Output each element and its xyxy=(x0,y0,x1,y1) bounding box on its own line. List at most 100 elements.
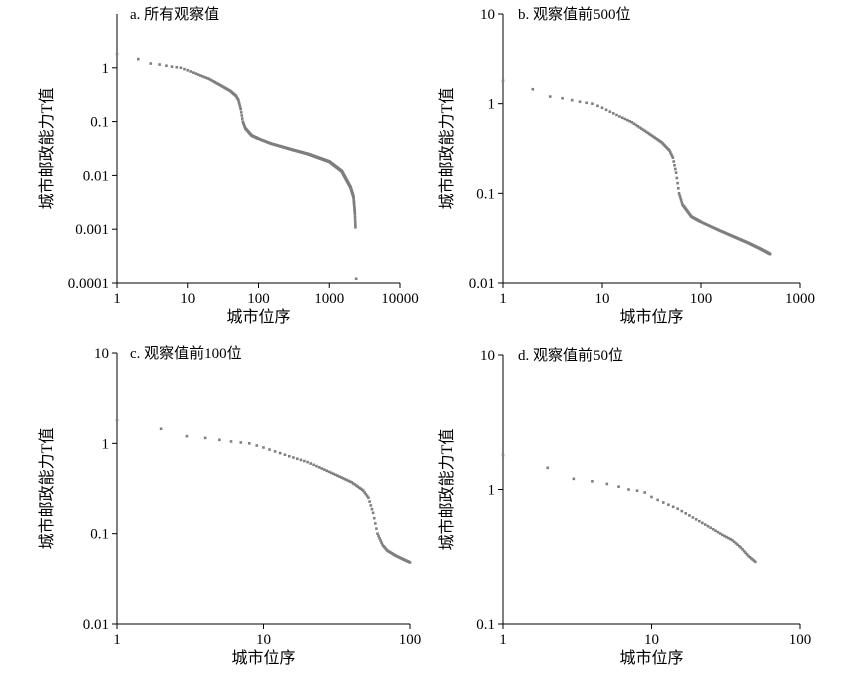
data-point xyxy=(376,532,379,535)
data-point xyxy=(647,132,651,136)
data-point xyxy=(239,111,243,114)
data-point xyxy=(183,67,186,71)
data-point xyxy=(210,79,214,82)
data-point xyxy=(353,218,357,221)
data-point xyxy=(680,509,684,513)
data-point xyxy=(737,544,741,548)
data-point xyxy=(711,527,715,531)
data-point xyxy=(200,74,204,78)
data-point xyxy=(620,116,624,120)
data-point xyxy=(636,124,640,128)
data-point xyxy=(730,538,734,542)
data-point xyxy=(149,62,153,65)
data-point xyxy=(364,492,368,496)
data-point xyxy=(341,477,345,480)
data-point xyxy=(379,539,382,542)
data-point xyxy=(363,491,366,494)
data-point xyxy=(343,477,347,481)
y-tick-label: 0.0001 xyxy=(68,276,109,292)
data-point xyxy=(239,441,243,444)
data-point xyxy=(329,471,333,475)
y-tick-label: 1 xyxy=(488,483,496,499)
x-tick-label: 10 xyxy=(595,291,610,307)
data-point xyxy=(312,463,315,467)
y-axis-label: 城市邮政能力T值 xyxy=(38,88,56,210)
data-point xyxy=(727,536,730,540)
data-point xyxy=(273,450,277,453)
data-point xyxy=(239,107,242,111)
data-point xyxy=(238,105,242,109)
data-point xyxy=(353,211,357,214)
data-point xyxy=(241,120,245,123)
data-point xyxy=(240,114,244,117)
y-tick-label: 0.01 xyxy=(83,168,109,184)
data-point xyxy=(212,80,215,83)
data-point xyxy=(656,498,659,502)
data-point xyxy=(198,74,202,77)
data-point xyxy=(325,469,328,473)
data-point xyxy=(680,201,684,204)
y-tick-label: 0.01 xyxy=(469,276,495,292)
data-point xyxy=(752,559,756,562)
data-point xyxy=(237,101,241,104)
data-point xyxy=(354,277,358,281)
x-tick-label: 1 xyxy=(499,291,507,307)
data-point xyxy=(618,115,621,118)
x-axis-label: 城市位序 xyxy=(231,649,295,667)
data-point xyxy=(668,149,671,152)
data-point xyxy=(561,96,564,100)
x-tick-label: 10 xyxy=(256,632,271,648)
data-point xyxy=(747,554,750,558)
data-point xyxy=(115,418,119,422)
data-point xyxy=(334,473,337,477)
data-point xyxy=(723,534,726,538)
data-point xyxy=(679,196,682,200)
data-point xyxy=(675,176,679,180)
x-tick-label: 1 xyxy=(499,632,507,648)
x-tick-label: 100 xyxy=(690,291,713,307)
data-point xyxy=(570,98,574,102)
panel-title: a. 所有观察值 xyxy=(130,5,219,23)
data-point xyxy=(370,507,374,511)
data-point xyxy=(375,527,378,530)
data-point xyxy=(309,462,313,465)
data-point xyxy=(548,95,552,98)
data-point xyxy=(679,198,683,202)
data-point xyxy=(255,444,259,447)
data-point xyxy=(643,491,647,494)
y-tick-label: 1 xyxy=(102,61,110,77)
data-point xyxy=(353,220,357,224)
data-point xyxy=(278,451,282,455)
data-point xyxy=(159,427,163,431)
data-point xyxy=(175,65,179,69)
data-point xyxy=(754,560,757,564)
data-point xyxy=(627,488,630,491)
data-point xyxy=(240,117,244,120)
data-point xyxy=(338,475,341,478)
data-point xyxy=(591,102,594,105)
y-tick-label: 10 xyxy=(480,7,495,23)
data-point xyxy=(352,199,356,203)
y-tick-label: 0.1 xyxy=(476,186,495,202)
data-point xyxy=(202,75,206,79)
data-point xyxy=(372,516,376,520)
data-point xyxy=(714,529,717,533)
data-point xyxy=(674,167,677,171)
y-tick-label: 0.1 xyxy=(90,115,109,131)
panel-title: b. 观察值前500位 xyxy=(518,5,631,23)
data-point xyxy=(347,479,350,483)
data-point xyxy=(744,551,747,555)
data-point xyxy=(698,519,701,523)
data-point xyxy=(671,505,675,509)
data-point xyxy=(352,195,355,199)
y-tick-label: 0.1 xyxy=(476,617,495,633)
data-point xyxy=(750,557,753,560)
data-point xyxy=(630,120,634,124)
y-tick-label: 0.1 xyxy=(90,527,109,543)
data-point xyxy=(317,466,321,469)
data-point xyxy=(165,64,168,67)
x-tick-label: 100 xyxy=(789,632,812,648)
data-point xyxy=(671,156,675,159)
data-point xyxy=(356,485,360,488)
